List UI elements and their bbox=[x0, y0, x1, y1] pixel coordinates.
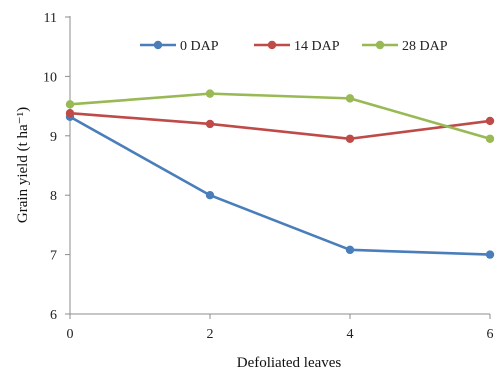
y-tick-label: 7 bbox=[50, 249, 57, 264]
y-tick-label: 9 bbox=[50, 130, 57, 145]
data-point bbox=[205, 119, 215, 129]
legend-item: 14 DAP bbox=[254, 39, 340, 54]
data-point bbox=[485, 134, 495, 143]
y-tick-label: 6 bbox=[50, 308, 57, 323]
x-tick-label: 6 bbox=[487, 327, 494, 342]
y-tick-label: 10 bbox=[43, 70, 57, 85]
legend-label: 0 DAP bbox=[180, 39, 219, 54]
legend-swatch-marker bbox=[375, 40, 385, 50]
data-point bbox=[205, 89, 215, 98]
x-axis-title: Defoliated leaves bbox=[237, 355, 342, 371]
legend: 0 DAP 14 DAP 28 DAP bbox=[140, 39, 448, 54]
x-tick-label: 2 bbox=[207, 327, 214, 342]
y-axis-title: Grain yield (t ha⁻¹) bbox=[15, 107, 31, 223]
series-line bbox=[69, 115, 491, 256]
legend-label: 28 DAP bbox=[402, 39, 448, 54]
legend-item: 28 DAP bbox=[362, 39, 448, 54]
x-tick-labels: 0 2 4 6 bbox=[67, 327, 494, 342]
series-layer bbox=[65, 89, 495, 259]
data-point bbox=[65, 109, 75, 118]
data-point bbox=[65, 100, 75, 109]
axes bbox=[65, 16, 491, 319]
series-0-dap bbox=[65, 112, 495, 259]
series-line bbox=[69, 92, 491, 141]
y-tick-label: 11 bbox=[44, 11, 57, 26]
series-line bbox=[69, 111, 491, 141]
y-tick-labels: 6 7 8 9 10 11 bbox=[43, 11, 57, 323]
legend-swatch-marker bbox=[267, 40, 277, 50]
data-point bbox=[345, 245, 355, 255]
series-28-dap bbox=[65, 89, 495, 143]
legend-label: 14 DAP bbox=[294, 39, 340, 54]
data-point bbox=[205, 191, 215, 200]
x-tick-label: 4 bbox=[347, 327, 354, 342]
data-point bbox=[345, 94, 355, 103]
legend-item: 0 DAP bbox=[140, 39, 219, 54]
y-tick-label: 8 bbox=[50, 189, 57, 204]
data-point bbox=[485, 116, 495, 126]
legend-swatch-marker bbox=[153, 40, 163, 50]
x-tick-label: 0 bbox=[67, 327, 74, 342]
series-14-dap bbox=[65, 109, 495, 143]
data-point bbox=[485, 250, 495, 259]
data-point bbox=[345, 134, 355, 143]
